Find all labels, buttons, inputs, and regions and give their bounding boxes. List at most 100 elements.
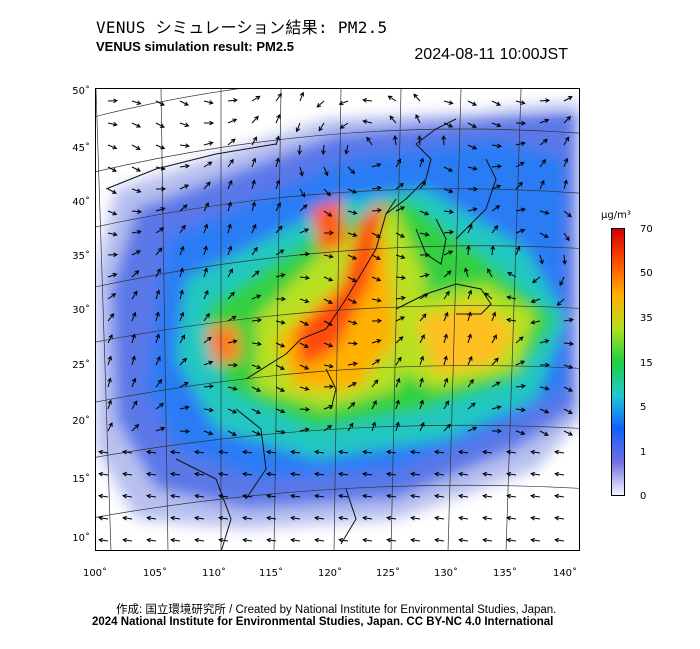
wind-arrow xyxy=(467,122,477,128)
wind-arrow xyxy=(563,317,574,323)
wind-arrow xyxy=(371,185,382,191)
wind-arrow xyxy=(410,515,421,521)
wind-arrow xyxy=(251,115,259,124)
wind-arrow xyxy=(242,471,253,477)
wind-arrow xyxy=(419,399,424,410)
wind-arrow xyxy=(506,471,517,477)
wind-arrow xyxy=(539,138,548,146)
wind-arrow xyxy=(443,100,454,105)
wind-arrow xyxy=(395,275,406,280)
wind-arrow xyxy=(146,449,157,455)
wind-arrow xyxy=(155,144,166,150)
wind-arrow xyxy=(323,363,334,369)
wind-arrow xyxy=(179,428,191,434)
wind-arrow xyxy=(323,166,329,177)
wind-arrow xyxy=(227,158,234,168)
wind-arrow xyxy=(251,246,258,256)
wind-arrow xyxy=(323,320,333,326)
wind-arrow xyxy=(443,270,452,278)
wind-arrow xyxy=(251,179,256,190)
wind-arrow xyxy=(203,312,210,322)
wind-arrow xyxy=(98,515,109,521)
wind-arrow xyxy=(107,121,118,127)
wind-arrow xyxy=(179,100,189,106)
wind-arrow xyxy=(203,245,208,256)
wind-arrow xyxy=(464,267,469,278)
wind-arrow xyxy=(530,471,541,477)
wind-arrow xyxy=(227,315,237,322)
wind-arrow xyxy=(419,355,425,366)
wind-arrow xyxy=(251,386,261,392)
wind-arrow xyxy=(443,166,453,172)
wind-arrow xyxy=(410,537,421,543)
wind-arrow xyxy=(347,320,358,325)
wind-arrow xyxy=(203,100,214,105)
lon-label-110: 110˚ xyxy=(201,568,227,579)
wind-arrow xyxy=(443,311,449,322)
wind-arrow xyxy=(419,232,430,237)
wind-arrow xyxy=(227,268,233,278)
wind-arrow xyxy=(242,493,253,499)
wind-arrow xyxy=(203,181,211,190)
wind-arrow xyxy=(506,537,517,543)
wind-arrow xyxy=(554,471,565,477)
wind-arrow xyxy=(275,364,285,370)
wind-arrow xyxy=(107,293,117,300)
wind-arrow xyxy=(122,537,133,543)
wind-arrow xyxy=(155,379,163,388)
lon-label-100: 100˚ xyxy=(82,568,108,579)
wind-arrow xyxy=(347,276,357,282)
wind-arrow xyxy=(563,386,574,392)
wind-arrow xyxy=(275,408,286,414)
wind-arrow xyxy=(515,245,521,256)
wind-arrow xyxy=(266,471,277,477)
wind-arrow xyxy=(227,97,238,103)
wind-arrow xyxy=(539,158,547,168)
wind-arrow xyxy=(155,333,160,344)
wind-vectors xyxy=(98,91,574,543)
wind-arrow xyxy=(194,471,205,477)
wind-arrow xyxy=(155,122,165,128)
wind-arrow xyxy=(251,157,257,168)
wind-arrow xyxy=(251,95,261,102)
wind-arrow xyxy=(515,407,526,413)
lon-label-135: 135˚ xyxy=(492,568,518,579)
wind-arrow xyxy=(170,449,181,455)
lat-label-45: 45˚ xyxy=(72,143,90,154)
wind-arrow xyxy=(563,364,574,370)
wind-arrow xyxy=(131,355,136,366)
wind-arrow xyxy=(98,493,109,499)
wind-arrow xyxy=(386,471,397,477)
wind-arrow xyxy=(299,275,310,281)
wind-arrow xyxy=(299,91,305,102)
wind-arrow xyxy=(227,362,239,368)
wind-arrow xyxy=(131,144,141,150)
wind-arrow xyxy=(179,267,184,278)
wind-arrow xyxy=(98,537,109,543)
wind-arrow xyxy=(227,138,236,146)
wind-arrow xyxy=(482,515,493,521)
wind-arrow xyxy=(323,230,335,236)
wind-arrow xyxy=(443,377,449,388)
wind-arrow xyxy=(362,515,373,521)
wind-arrow xyxy=(203,223,209,234)
wind-arrow xyxy=(299,386,310,391)
wind-arrow xyxy=(491,184,502,190)
wind-arrow xyxy=(371,318,383,324)
wind-arrow xyxy=(347,422,354,432)
wind-arrow xyxy=(395,254,406,260)
wind-arrow xyxy=(443,229,454,235)
wind-arrow xyxy=(275,273,286,278)
wind-arrow xyxy=(415,113,421,124)
wind-arrow xyxy=(107,355,113,366)
wind-arrow xyxy=(484,292,493,300)
wind-arrow xyxy=(218,515,229,521)
wind-arrow xyxy=(554,493,565,499)
wind-arrow xyxy=(107,272,118,278)
wind-arrow xyxy=(347,341,359,346)
wind-arrow xyxy=(347,210,358,215)
wind-arrow xyxy=(299,166,304,177)
wind-arrow xyxy=(314,515,325,521)
wind-arrow xyxy=(443,423,451,432)
wind-arrow xyxy=(506,515,517,521)
